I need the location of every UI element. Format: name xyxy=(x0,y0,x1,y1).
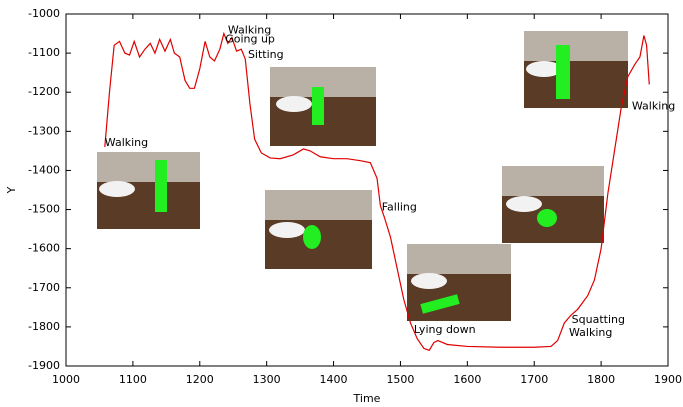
annotation: Squatting xyxy=(572,313,625,326)
photo xyxy=(97,152,200,229)
x-tick-label: 1100 xyxy=(119,373,147,386)
y-tick-label: -1400 xyxy=(28,163,60,176)
annotation: Walking xyxy=(105,136,148,149)
photo xyxy=(502,166,604,243)
y-tick-label: -1900 xyxy=(28,359,60,372)
annotation: Walking xyxy=(228,23,271,36)
x-axis-label: Time xyxy=(353,392,381,405)
annotation: Lying down xyxy=(414,323,476,336)
data-line xyxy=(104,31,650,352)
y-tick-label: -1700 xyxy=(28,281,60,294)
x-tick-label: 1900 xyxy=(654,373,682,386)
y-axis-label: Y xyxy=(5,186,18,194)
x-tick-label: 1700 xyxy=(520,373,548,386)
photos xyxy=(97,31,628,321)
photo xyxy=(407,244,511,321)
plot-frame xyxy=(65,13,669,367)
y-tick-label: -1000 xyxy=(28,7,60,20)
y-tick-label: -1600 xyxy=(28,242,60,255)
x-tick-label: 1500 xyxy=(386,373,414,386)
x-tick-label: 1400 xyxy=(320,373,348,386)
photo xyxy=(524,31,628,108)
y-tick-label: -1800 xyxy=(28,320,60,333)
x-tick-label: 1000 xyxy=(52,373,80,386)
x-tick-label: 1600 xyxy=(453,373,481,386)
x-tick-label: 1200 xyxy=(186,373,214,386)
y-tick-label: -1200 xyxy=(28,85,60,98)
y-tick-label: -1300 xyxy=(28,124,60,137)
photo xyxy=(265,190,372,269)
y-tick-label: -1100 xyxy=(28,46,60,59)
annotation: Going up xyxy=(225,32,275,45)
annotation: Sitting xyxy=(248,48,284,61)
annotation: Walking xyxy=(632,100,675,113)
x-tick-label: 1800 xyxy=(587,373,615,386)
photo xyxy=(270,67,376,146)
annotation: Walking xyxy=(569,326,612,339)
annotation: Falling xyxy=(382,201,417,214)
x-tick-label: 1300 xyxy=(253,373,281,386)
y-tick-label: -1500 xyxy=(28,203,60,216)
